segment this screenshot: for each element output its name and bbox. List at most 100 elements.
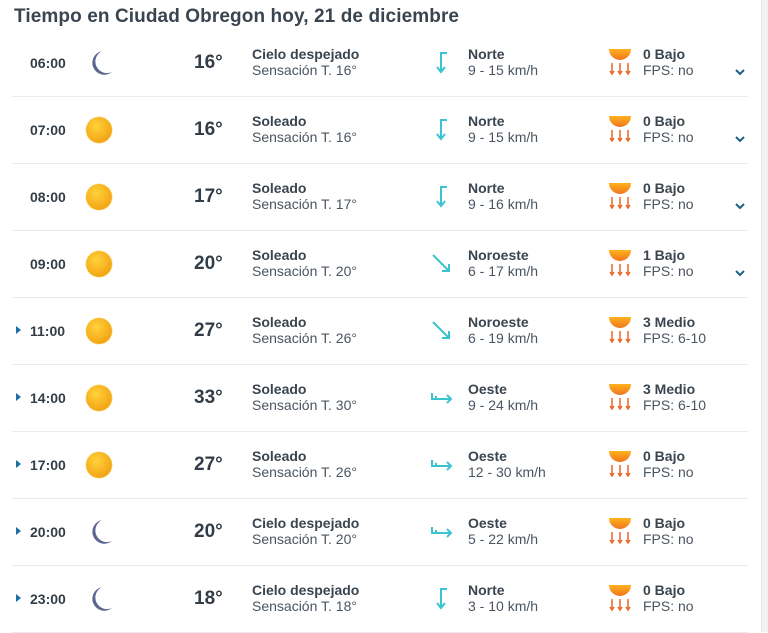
hourly-forecast-list: 06:00 16° Cielo despejado Sensación T. 16… [12, 30, 748, 633]
uv-index: 3 Medio [643, 381, 696, 397]
forecast-row[interactable]: 14:00 33° Soleado Sensación T. 30° Oeste … [12, 365, 748, 432]
condition-block: Cielo despejado Sensación T. 16° [252, 46, 359, 78]
forecast-row[interactable]: 20:00 20° Cielo despejado Sensación T. 20… [12, 499, 748, 566]
temperature: 33° [194, 387, 223, 408]
fps-value: FPS: no [643, 129, 694, 145]
chevron-down-icon[interactable] [735, 265, 745, 277]
wind-block: Norte 9 - 15 km/h [468, 46, 538, 78]
hour-label: 09:00 [30, 256, 66, 272]
uv-block: 0 Bajo FPS: no [643, 180, 694, 212]
wind-speed: 9 - 24 km/h [468, 397, 539, 413]
fps-value: FPS: 6-10 [643, 330, 707, 346]
feels-like-label: Sensación T. 20° [252, 531, 357, 547]
wind-block: Noroeste 6 - 17 km/h [468, 247, 538, 279]
wind-block: Oeste 5 - 22 km/h [468, 515, 538, 547]
wind-direction: Oeste [468, 381, 507, 397]
wind-north-arrow-icon [430, 584, 454, 612]
temperature: 27° [194, 454, 223, 475]
forecast-row[interactable]: 08:00 17° Soleado Sensación T. 17° Norte … [12, 164, 748, 231]
fps-value: FPS: no [643, 598, 694, 614]
uv-block: 0 Bajo FPS: no [643, 448, 694, 480]
expand-triangle-icon[interactable] [16, 594, 21, 602]
temperature: 16° [194, 119, 223, 140]
wind-direction: Noroeste [468, 247, 529, 263]
uv-index: 1 Bajo [643, 247, 686, 263]
uv-index: 0 Bajo [643, 582, 686, 598]
wind-block: Norte 3 - 10 km/h [468, 582, 538, 614]
wind-block: Noroeste 6 - 19 km/h [468, 314, 538, 346]
forecast-row[interactable]: 11:00 27° Soleado Sensación T. 26° Noroes… [12, 298, 748, 365]
wind-north-arrow-icon [430, 182, 454, 210]
fps-value: FPS: no [643, 464, 694, 480]
temperature: 27° [194, 320, 223, 341]
forecast-row[interactable]: 09:00 20° Soleado Sensación T. 20° Noroes… [12, 231, 748, 298]
condition-label: Soleado [252, 247, 307, 263]
condition-block: Soleado Sensación T. 17° [252, 180, 357, 212]
forecast-row[interactable]: 06:00 16° Cielo despejado Sensación T. 16… [12, 30, 748, 97]
feels-like-label: Sensación T. 18° [252, 598, 357, 614]
expand-triangle-icon[interactable] [16, 527, 21, 535]
wind-speed: 6 - 19 km/h [468, 330, 539, 346]
page-title: Tiempo en Ciudad Obregon hoy, 21 de dici… [14, 6, 460, 27]
sun-icon [84, 115, 114, 145]
feels-like-label: Sensación T. 16° [252, 129, 357, 145]
condition-label: Cielo despejado [252, 515, 360, 531]
wind-block: Norte 9 - 15 km/h [468, 113, 538, 145]
expand-triangle-icon[interactable] [16, 460, 21, 468]
feels-like-label: Sensación T. 26° [252, 464, 357, 480]
condition-label: Cielo despejado [252, 582, 360, 598]
sun-icon [84, 316, 114, 346]
sun-icon [84, 450, 114, 480]
condition-label: Soleado [252, 448, 307, 464]
hour-label: 06:00 [30, 55, 66, 71]
moon-icon [84, 517, 114, 547]
hour-label: 14:00 [30, 390, 66, 406]
uv-index: 0 Bajo [643, 113, 686, 129]
uv-index: 3 Medio [643, 314, 696, 330]
wind-speed: 12 - 30 km/h [468, 464, 546, 480]
uv-index-icon [608, 47, 632, 77]
sun-icon [84, 182, 114, 212]
uv-index-icon [608, 382, 632, 412]
feels-like-label: Sensación T. 26° [252, 330, 357, 346]
wind-direction: Oeste [468, 515, 507, 531]
forecast-row[interactable]: 07:00 16° Soleado Sensación T. 16° Norte … [12, 97, 748, 164]
forecast-row[interactable]: 23:00 18° Cielo despejado Sensación T. 18… [12, 566, 748, 633]
uv-index: 0 Bajo [643, 46, 686, 62]
scrollbar[interactable] [761, 0, 768, 632]
wind-northwest-arrow-icon [430, 249, 454, 277]
expand-triangle-icon[interactable] [16, 393, 21, 401]
sun-icon [84, 249, 114, 279]
chevron-down-icon[interactable] [735, 64, 745, 76]
condition-block: Soleado Sensación T. 26° [252, 314, 357, 346]
chevron-down-icon[interactable] [735, 131, 745, 143]
wind-speed: 6 - 17 km/h [468, 263, 539, 279]
sun-icon [84, 383, 114, 413]
uv-block: 0 Bajo FPS: no [643, 113, 694, 145]
uv-index-icon [608, 583, 632, 613]
forecast-row[interactable]: 17:00 27° Soleado Sensación T. 26° Oeste … [12, 432, 748, 499]
wind-west-arrow-icon [430, 450, 454, 478]
condition-block: Soleado Sensación T. 20° [252, 247, 357, 279]
wind-west-arrow-icon [430, 517, 454, 545]
wind-speed: 9 - 16 km/h [468, 196, 539, 212]
temperature: 18° [194, 588, 223, 609]
temperature: 20° [194, 521, 223, 542]
moon-icon [84, 48, 114, 78]
hour-label: 07:00 [30, 122, 66, 138]
condition-label: Soleado [252, 381, 307, 397]
wind-direction: Norte [468, 113, 505, 129]
chevron-down-icon[interactable] [735, 198, 745, 210]
uv-index-icon [608, 516, 632, 546]
wind-direction: Norte [468, 582, 505, 598]
wind-speed: 5 - 22 km/h [468, 531, 539, 547]
hour-label: 17:00 [30, 457, 66, 473]
wind-north-arrow-icon [430, 115, 454, 143]
condition-label: Soleado [252, 314, 307, 330]
wind-block: Oeste 9 - 24 km/h [468, 381, 538, 413]
condition-label: Cielo despejado [252, 46, 360, 62]
condition-block: Soleado Sensación T. 30° [252, 381, 357, 413]
condition-label: Soleado [252, 113, 307, 129]
wind-block: Oeste 12 - 30 km/h [468, 448, 546, 480]
expand-triangle-icon[interactable] [16, 326, 21, 334]
